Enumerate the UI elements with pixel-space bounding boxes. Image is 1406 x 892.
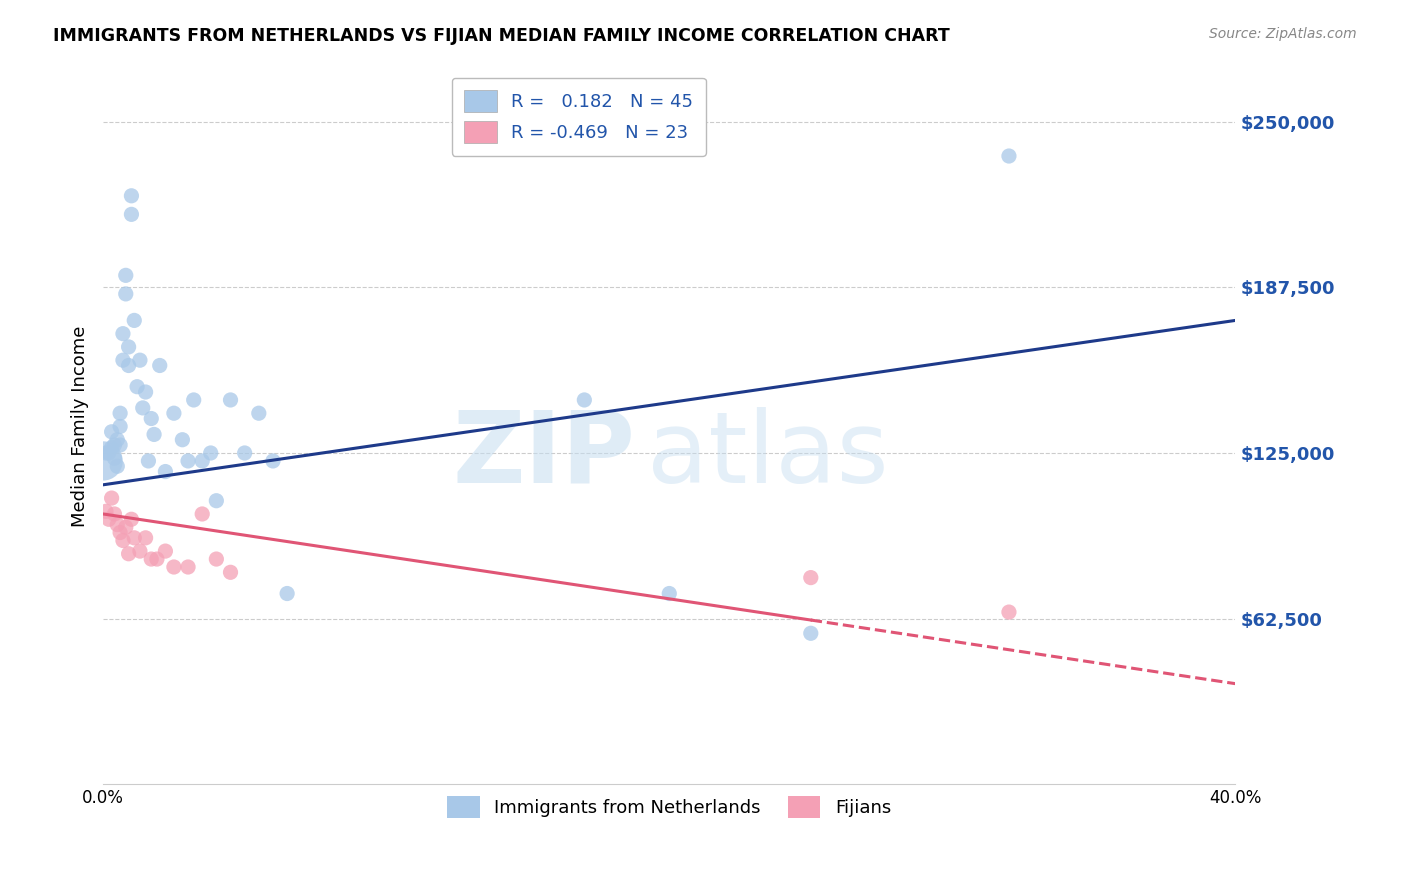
Point [155, 544, 177, 558]
Point [111, 533, 134, 548]
Point [219, 566, 242, 580]
Point [111, 353, 134, 368]
Point [658, 586, 681, 600]
Point [129, 353, 152, 368]
Point [117, 359, 139, 373]
Text: ZIP: ZIP [453, 407, 636, 504]
Point [262, 454, 284, 468]
Point [117, 547, 139, 561]
Point [219, 392, 242, 407]
Point [177, 454, 200, 468]
Point [105, 433, 128, 447]
Point [108, 525, 131, 540]
Point [191, 454, 214, 468]
Point [114, 286, 136, 301]
Point [800, 626, 823, 640]
Point [120, 512, 142, 526]
Point [163, 406, 186, 420]
Point [105, 459, 128, 474]
Point [141, 552, 163, 566]
Text: Source: ZipAtlas.com: Source: ZipAtlas.com [1209, 27, 1357, 41]
Point [135, 384, 157, 399]
Point [998, 605, 1021, 619]
Point [155, 465, 177, 479]
Point [800, 571, 823, 585]
Point [146, 552, 169, 566]
Point [135, 531, 157, 545]
Point [120, 207, 142, 221]
Point [122, 531, 145, 545]
Point [100, 425, 122, 439]
Point [205, 493, 228, 508]
Point [114, 268, 136, 283]
Point [149, 359, 172, 373]
Point [111, 326, 134, 341]
Point [94, 504, 117, 518]
Point [247, 406, 270, 420]
Point [120, 188, 142, 202]
Point [205, 552, 228, 566]
Point [163, 560, 186, 574]
Point [105, 517, 128, 532]
Point [97, 512, 120, 526]
Point [233, 446, 256, 460]
Point [200, 446, 222, 460]
Point [132, 401, 155, 415]
Point [143, 427, 166, 442]
Point [127, 380, 149, 394]
Text: atlas: atlas [647, 407, 889, 504]
Point [574, 392, 596, 407]
Point [108, 419, 131, 434]
Point [97, 446, 120, 460]
Point [108, 406, 131, 420]
Point [117, 340, 139, 354]
Point [183, 392, 205, 407]
Point [91, 454, 114, 468]
Point [114, 520, 136, 534]
Text: IMMIGRANTS FROM NETHERLANDS VS FIJIAN MEDIAN FAMILY INCOME CORRELATION CHART: IMMIGRANTS FROM NETHERLANDS VS FIJIAN ME… [53, 27, 950, 45]
Point [100, 441, 122, 455]
Point [276, 586, 298, 600]
Point [122, 313, 145, 327]
Point [103, 438, 125, 452]
Point [108, 438, 131, 452]
Point [177, 560, 200, 574]
Point [191, 507, 214, 521]
Point [138, 454, 160, 468]
Point [998, 149, 1021, 163]
Legend: Immigrants from Netherlands, Fijians: Immigrants from Netherlands, Fijians [440, 789, 898, 825]
Point [94, 446, 117, 460]
Point [172, 433, 194, 447]
Point [141, 411, 163, 425]
Point [103, 451, 125, 466]
Point [129, 544, 152, 558]
Y-axis label: Median Family Income: Median Family Income [72, 326, 89, 527]
Point [103, 507, 125, 521]
Point [100, 491, 122, 505]
